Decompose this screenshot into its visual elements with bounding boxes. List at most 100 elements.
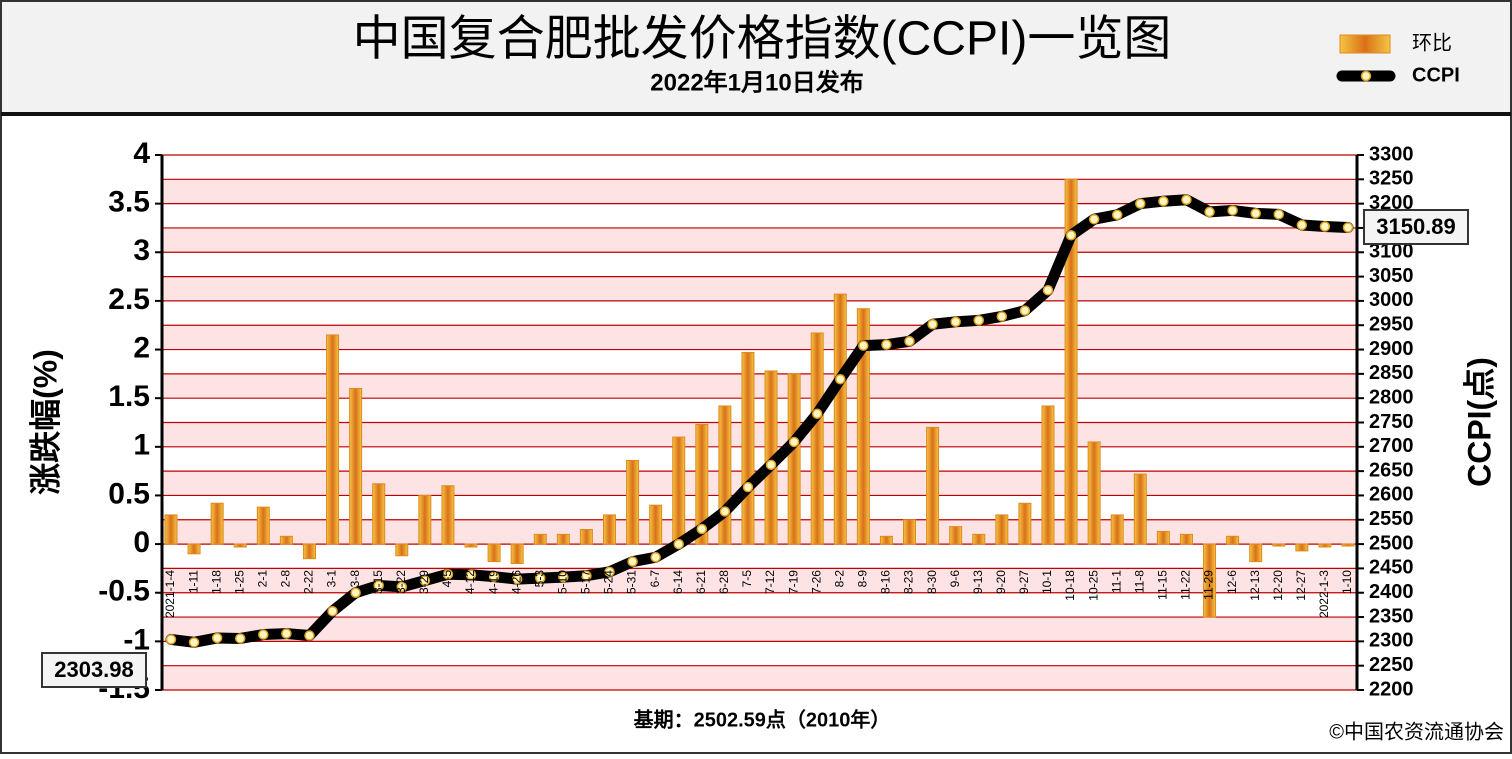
- x-tick-label: 7-26: [809, 570, 823, 594]
- ccpi-point: [1204, 206, 1215, 218]
- ccpi-point: [996, 311, 1008, 322]
- grid-band: [162, 276, 1357, 301]
- ccpi-point: [627, 556, 638, 567]
- ccpi-point: [211, 632, 223, 644]
- x-tick-label: 3-15: [371, 570, 385, 594]
- bar: [879, 535, 893, 545]
- x-tick-label: 4-19: [486, 570, 500, 594]
- ccpi-point: [1319, 221, 1331, 232]
- x-tick-label: 10-18: [1063, 570, 1077, 601]
- ccpi-line: [165, 194, 1354, 648]
- ccpi-point: [396, 581, 408, 593]
- x-tick-label: 9-6: [948, 570, 962, 588]
- bar: [602, 514, 616, 545]
- ccpi-point: [1250, 208, 1261, 219]
- bar: [579, 529, 593, 545]
- x-tick-label: 2022-1-3: [1317, 570, 1331, 618]
- ccpi-point: [488, 571, 500, 582]
- ccpi-point: [1111, 209, 1123, 221]
- bar: [487, 543, 501, 563]
- y2-tick-label: 3200: [1369, 192, 1414, 214]
- bar: [1318, 543, 1332, 548]
- ccpi-point: [765, 459, 777, 471]
- y-tick-label: 2: [133, 331, 150, 364]
- x-tick-label: 2021-1-4: [163, 570, 177, 618]
- ccpi-point: [788, 436, 800, 448]
- ccpi-point: [465, 569, 477, 580]
- y2-tick-label: 3300: [1369, 143, 1414, 165]
- bar: [395, 543, 409, 557]
- bar: [856, 308, 870, 545]
- ccpi-point: [1065, 230, 1077, 241]
- x-tick-label: 12-13: [1248, 570, 1262, 601]
- grid-band: [162, 422, 1357, 447]
- y2-tick-label: 2300: [1369, 630, 1414, 652]
- y-tick-label: 0.5: [108, 477, 150, 510]
- bar: [441, 485, 455, 545]
- ccpi-point: [419, 575, 431, 586]
- bar: [672, 436, 686, 545]
- grid-band: [162, 665, 1357, 690]
- y2-tick-label: 2350: [1369, 605, 1414, 627]
- y2-tick-label: 2450: [1369, 557, 1414, 579]
- x-tick-label: 5-31: [625, 570, 639, 594]
- x-tick-label: 8-9: [856, 570, 870, 588]
- y-tick-label: 3.5: [108, 186, 150, 219]
- bar: [510, 543, 524, 565]
- bar: [649, 504, 663, 545]
- bar: [326, 334, 340, 545]
- bar: [626, 459, 640, 545]
- bar: [1249, 543, 1263, 563]
- x-tick-label: 10-25: [1086, 570, 1100, 601]
- ccpi-point: [696, 523, 708, 535]
- x-tick-label: 7-19: [786, 570, 800, 594]
- y-axis-label: 涨跌幅(%): [27, 349, 63, 495]
- y2-tick-label: 3100: [1369, 241, 1414, 263]
- bar: [926, 426, 940, 545]
- x-tick-label: 4-5: [440, 570, 454, 588]
- ccpi-point: [511, 573, 523, 585]
- legend-point: [1360, 70, 1372, 82]
- source: ©中国农资流通协会: [1329, 720, 1504, 743]
- x-tick-label: 2-1: [255, 570, 269, 588]
- y2-tick-label: 2750: [1369, 411, 1414, 433]
- y2-tick-label: 2900: [1369, 338, 1414, 360]
- x-tick-label: 11-8: [1132, 570, 1146, 593]
- chart-title: 中国复合肥批发价格指数(CCPI)一览图: [353, 13, 1172, 66]
- bar: [372, 483, 386, 545]
- ccpi-point: [1088, 213, 1100, 225]
- y2-tick-label: 2800: [1369, 386, 1414, 408]
- value-label-box: 2303.98: [41, 652, 147, 688]
- y2-tick-label: 2500: [1369, 532, 1414, 554]
- grid-band: [162, 617, 1357, 642]
- bar: [995, 514, 1009, 545]
- ccpi-point: [1342, 222, 1354, 233]
- ccpi-point: [350, 587, 361, 598]
- y2-tick-label: 3050: [1369, 265, 1414, 287]
- bar: [833, 293, 847, 545]
- x-tick-label: 3-29: [417, 570, 431, 594]
- ccpi-point: [950, 316, 961, 328]
- grid-band: [162, 373, 1357, 399]
- y2-tick-label: 2550: [1369, 508, 1414, 530]
- ccpi-point: [442, 568, 454, 580]
- ccpi-point: [650, 551, 661, 563]
- y-tick-label: 3: [133, 234, 150, 267]
- y-tick-label: 0: [133, 526, 150, 559]
- chart-subtitle: 2022年1月10日发布: [650, 68, 863, 96]
- ccpi-point: [304, 630, 315, 641]
- y2-tick-label: 2400: [1369, 581, 1414, 603]
- y2-tick-label: 2850: [1369, 362, 1414, 384]
- x-tick-label: 9-13: [971, 570, 985, 594]
- bar: [256, 506, 270, 545]
- x-tick-label: 4-12: [463, 570, 477, 594]
- ccpi-point: [973, 315, 984, 326]
- grid-band: [162, 519, 1357, 545]
- x-tick-label: 6-7: [648, 570, 662, 588]
- ccpi-point: [719, 506, 731, 517]
- bar: [1018, 502, 1032, 545]
- bar: [718, 405, 732, 545]
- x-tick-label: 12-6: [1225, 570, 1239, 594]
- x-tick-label: 9-20: [994, 570, 1008, 594]
- y-tick-label: -0.5: [98, 575, 150, 608]
